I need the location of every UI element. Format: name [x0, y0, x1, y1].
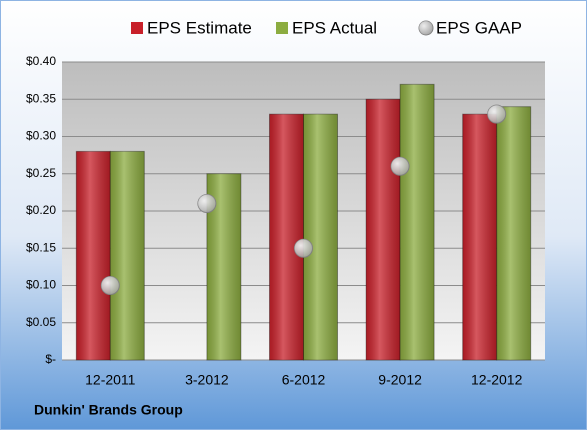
legend-marker	[276, 22, 288, 34]
bar-shine	[76, 151, 111, 360]
x-tick-label: 9-2012	[378, 372, 422, 388]
marker-shine	[197, 194, 216, 213]
marker-shine	[294, 239, 313, 258]
bar-shine	[496, 106, 531, 360]
x-tick-label: 6-2012	[282, 372, 326, 388]
legend-label: EPS GAAP	[436, 18, 522, 37]
y-tick-label: $0.25	[26, 166, 56, 180]
bar-shine	[269, 114, 304, 361]
legend-marker-shine	[419, 21, 433, 35]
bar-shine	[366, 99, 401, 360]
footnote: Dunkin' Brands Group	[34, 402, 183, 418]
x-tick-label: 3-2012	[185, 372, 229, 388]
legend-label: EPS Estimate	[147, 18, 252, 37]
y-tick-label: $0.10	[26, 278, 56, 292]
y-tick-label: $0.30	[26, 129, 56, 143]
y-tick-label: $-	[45, 352, 56, 366]
bar-shine	[110, 151, 145, 360]
x-tick-label: 12-2012	[471, 372, 523, 388]
bar-shine	[303, 114, 338, 361]
legend-label: EPS Actual	[292, 18, 377, 37]
legend-marker	[131, 22, 143, 34]
bar-shine	[462, 114, 497, 361]
y-tick-label: $0.35	[26, 91, 56, 105]
marker-shine	[391, 157, 410, 176]
marker-shine	[487, 105, 506, 124]
y-tick-label: $0.20	[26, 203, 56, 217]
y-tick-label: $0.15	[26, 240, 56, 254]
marker-shine	[101, 276, 120, 295]
y-tick-label: $0.05	[26, 315, 56, 329]
x-tick-label: 12-2011	[85, 372, 136, 388]
y-tick-label: $0.40	[26, 54, 56, 68]
bar-shine	[400, 84, 435, 360]
